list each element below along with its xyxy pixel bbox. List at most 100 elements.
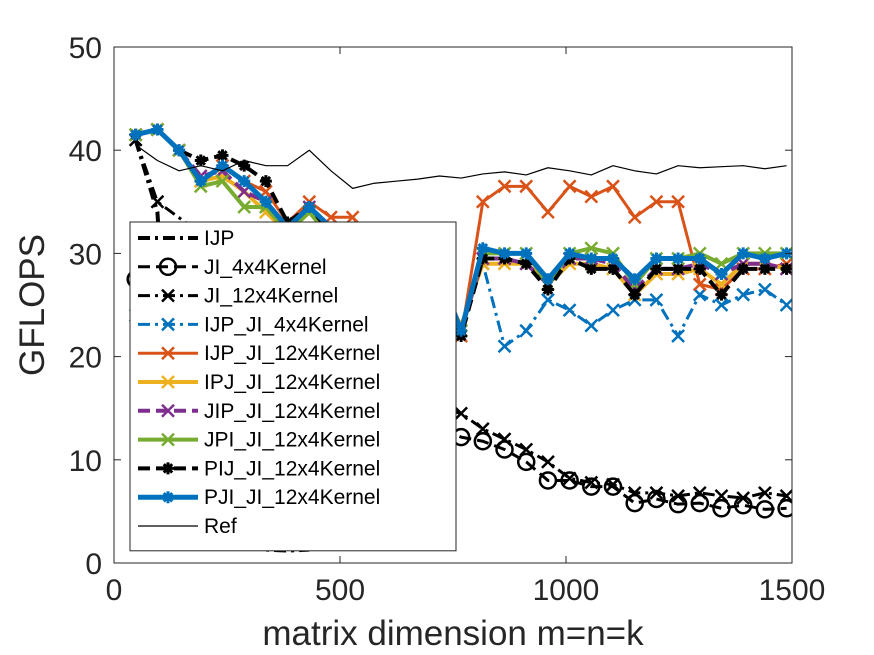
data-point (607, 262, 620, 275)
data-point (519, 442, 534, 457)
data-point (692, 287, 707, 302)
y-tick-label: 40 (69, 135, 102, 168)
data-point (516, 452, 536, 472)
data-point (628, 273, 641, 286)
legend: IJP JI_4x4Kernel JI_12x4Kernel IJP_JI_4x4Ke… (129, 221, 457, 552)
data-point (345, 210, 360, 225)
data-point (454, 406, 469, 421)
data-point (584, 241, 599, 256)
data-point (714, 489, 729, 503)
data-point (758, 262, 771, 275)
legend-item: JI_12x4Kernel (138, 285, 338, 308)
legend-item: IJP (138, 227, 234, 250)
data-point (693, 262, 706, 275)
data-point (538, 471, 558, 490)
data-point (649, 485, 664, 500)
data-point (495, 440, 514, 459)
legend-marker (162, 462, 174, 475)
data-point (562, 303, 577, 318)
data-point (173, 144, 186, 157)
data-point (649, 194, 664, 209)
data-point (712, 499, 731, 518)
data-point (606, 179, 620, 194)
legend-label: JI_4x4Kernel (204, 256, 327, 279)
data-point (647, 489, 666, 509)
data-point (585, 262, 598, 275)
legend-marker (158, 257, 178, 277)
legend-marker (161, 403, 175, 418)
x-tick-label: 1500 (759, 574, 826, 607)
data-point (541, 283, 554, 296)
data-point (755, 500, 775, 519)
ticks-group: 0 500 1000 1500 0 10 20 30 40 50 (69, 32, 826, 607)
data-point (690, 493, 710, 513)
data-point (715, 268, 728, 281)
data-point (582, 477, 601, 496)
data-point (715, 288, 728, 301)
data-point (692, 485, 707, 500)
x-tick-label: 1000 (533, 574, 600, 607)
data-point (671, 489, 685, 503)
data-point (585, 252, 598, 265)
data-point (736, 491, 751, 505)
legend-label: JPI_JI_12x4Kernel (204, 429, 380, 452)
legend-item: IJP_JI_12x4Kernel (138, 342, 380, 365)
series-line (135, 277, 787, 511)
series-JI_12x4Kernel (128, 132, 792, 505)
data-point (627, 485, 642, 500)
data-point (259, 195, 272, 208)
data-point (584, 318, 599, 333)
data-point (757, 282, 772, 297)
data-point (150, 194, 165, 209)
x-tick-label: 0 (106, 574, 123, 607)
legend-item: PJI_JI_12x4Kernel (138, 486, 380, 509)
data-point (497, 339, 512, 354)
legend-item: JIP_JI_12x4Kernel (138, 400, 380, 423)
data-point (562, 179, 577, 194)
y-tick-label: 50 (69, 32, 102, 65)
data-point (216, 149, 229, 162)
data-point (151, 123, 164, 136)
data-point (671, 194, 685, 209)
data-point (475, 421, 490, 436)
legend-marker (162, 491, 174, 504)
data-point (584, 189, 599, 204)
data-point (238, 159, 251, 172)
data-point (560, 471, 579, 490)
y-axis-title: GFLOPS (13, 234, 52, 376)
data-point (737, 262, 750, 275)
data-point (757, 485, 772, 500)
legend-marker (161, 375, 175, 389)
data-point (671, 329, 685, 343)
legend-label: PJI_JI_12x4Kernel (204, 486, 380, 509)
data-point (779, 298, 792, 312)
legend-label: PIJ_JI_12x4Kernel (204, 457, 380, 480)
plot-frame (113, 46, 793, 564)
legend-item: PIJ_JI_12x4Kernel (138, 457, 380, 480)
y-tick-label: 10 (69, 445, 102, 478)
data-point (606, 477, 620, 492)
data-point (498, 247, 511, 260)
legend-marker (161, 432, 175, 447)
legend-label: Ref (204, 515, 237, 538)
data-point (777, 499, 792, 518)
series-Ref (135, 144, 787, 189)
data-point (497, 432, 512, 447)
legend-item: JPI_JI_12x4Kernel (138, 429, 380, 452)
y-tick-label: 0 (85, 548, 102, 581)
x-axis-title: matrix dimension m=n=k (262, 614, 644, 653)
data-point (520, 257, 533, 270)
legend-marker (161, 317, 175, 332)
data-point (758, 252, 771, 265)
data-point (650, 252, 663, 265)
data-point (475, 194, 490, 209)
data-point (216, 159, 229, 172)
data-point (541, 454, 555, 469)
data-point (672, 252, 685, 265)
data-point (215, 174, 230, 189)
data-point (649, 292, 664, 307)
x-tick-label: 500 (315, 574, 365, 607)
legend-label: IJP_JI_12x4Kernel (204, 342, 380, 365)
data-point (714, 298, 729, 312)
